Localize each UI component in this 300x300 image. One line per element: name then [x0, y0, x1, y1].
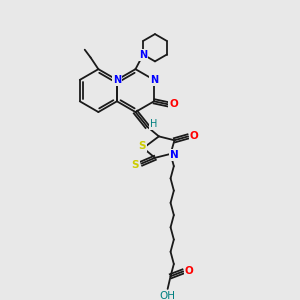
- Text: O: O: [185, 266, 194, 276]
- Text: O: O: [169, 99, 178, 109]
- Text: N: N: [139, 50, 147, 60]
- Text: OH: OH: [160, 291, 176, 300]
- Text: S: S: [139, 141, 146, 151]
- Text: N: N: [170, 150, 179, 160]
- Text: N: N: [113, 75, 121, 85]
- Text: N: N: [150, 75, 158, 85]
- Text: S: S: [132, 160, 139, 170]
- Text: H: H: [150, 119, 158, 129]
- Text: O: O: [190, 131, 198, 141]
